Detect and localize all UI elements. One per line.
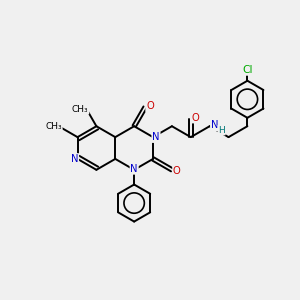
Text: H: H xyxy=(218,126,225,135)
Text: O: O xyxy=(173,166,181,176)
Text: N: N xyxy=(71,154,78,164)
Text: CH₃: CH₃ xyxy=(72,105,88,114)
Text: CH₃: CH₃ xyxy=(45,122,62,131)
Text: N: N xyxy=(152,132,160,142)
Text: N: N xyxy=(211,120,218,130)
Text: N: N xyxy=(130,164,138,174)
Text: Cl: Cl xyxy=(242,65,253,75)
Text: O: O xyxy=(146,101,154,111)
Text: O: O xyxy=(192,112,200,123)
